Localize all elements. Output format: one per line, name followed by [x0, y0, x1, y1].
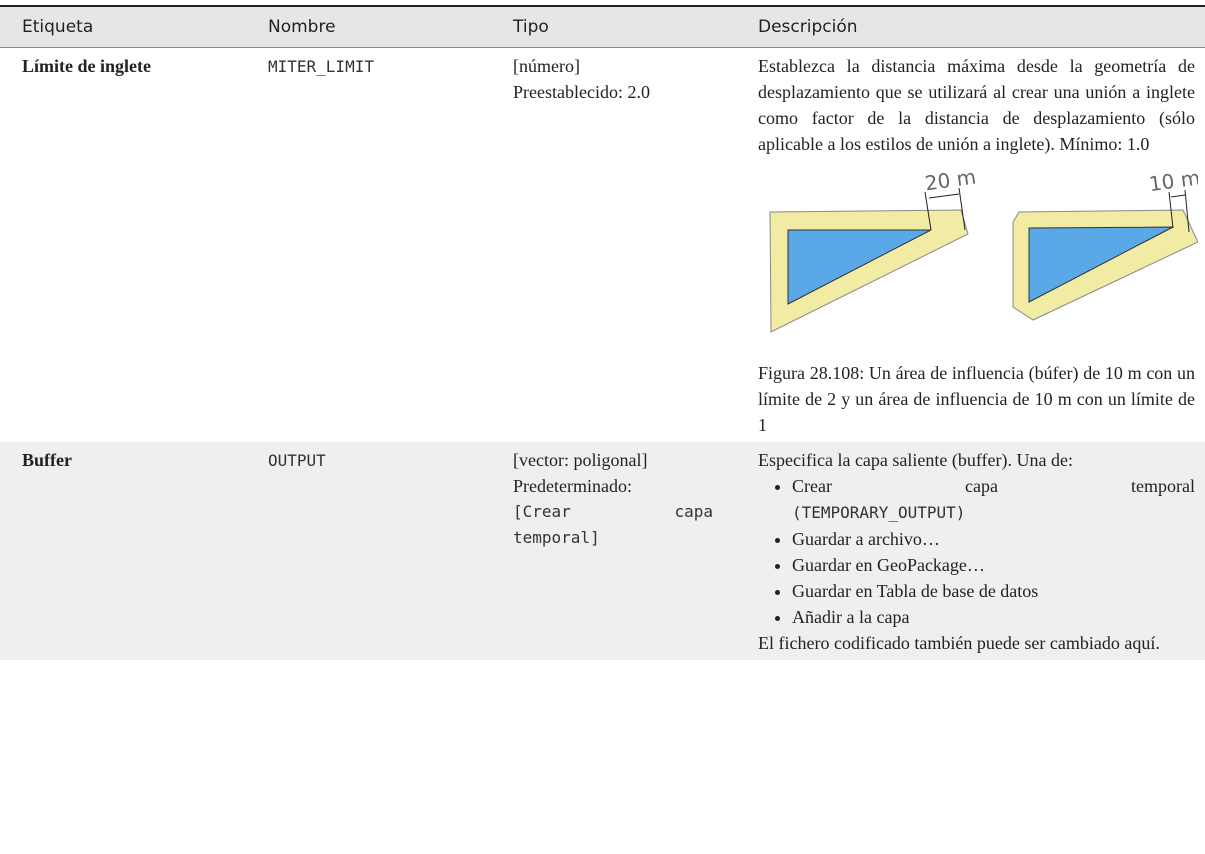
description: Especifica la capa saliente (buffer). Un… — [758, 450, 1073, 470]
header-cell: Etiqueta — [0, 5, 240, 48]
type: [número] — [513, 56, 580, 76]
name: OUTPUT — [268, 451, 326, 470]
type-cell: [número] Preestablecido: 2.0 — [485, 48, 730, 443]
figure-label: 10 m — [1147, 165, 1198, 196]
option-list: Crear capa temporal (TEMPORARY_OUTPUT) Gu… — [758, 473, 1195, 630]
polygon-shape — [1028, 226, 1174, 303]
parameter-table: Etiqueta Nombre Tipo Descripción Límite … — [0, 5, 1205, 660]
default: Preestablecido: 2.0 — [513, 82, 650, 102]
option-text: Crear capa temporal — [792, 476, 1195, 496]
header-cell: Nombre — [240, 5, 485, 48]
name-cell: OUTPUT — [240, 442, 485, 660]
type: [vector: poligonal] — [513, 450, 648, 470]
figure: 20 m 10 m — [769, 164, 1202, 333]
dimension-line — [928, 193, 960, 199]
dimension-line — [1168, 191, 1174, 229]
dimension-line — [1170, 194, 1186, 198]
option-code: (TEMPORARY_OUTPUT) — [792, 503, 966, 522]
figure-label: 20 m — [923, 164, 977, 195]
dimension-line — [1184, 189, 1190, 233]
figure-caption: Figura 28.108: Un área de influencia (bú… — [758, 363, 1195, 435]
header-row: Etiqueta Nombre Tipo Descripción — [0, 5, 1205, 48]
name-cell: MITER_LIMIT — [240, 48, 485, 443]
option: Guardar en GeoPackage… — [792, 552, 1195, 578]
header-cell: Descripción — [730, 5, 1205, 48]
label-cell: Límite de inglete — [0, 48, 240, 443]
label: Buffer — [22, 450, 72, 470]
label: Límite de inglete — [22, 56, 151, 76]
description-cell: Especifica la capa saliente (buffer). Un… — [730, 442, 1205, 660]
header-cell: Tipo — [485, 5, 730, 48]
option: Añadir a la capa — [792, 604, 1195, 630]
type-cell: [vector: poligonal] Predeterminado: [Crear… — [485, 442, 730, 660]
default: [Crear capa temporal] — [513, 502, 713, 547]
row: Límite de inglete MITER_LIMIT [número] Pr… — [0, 48, 1205, 443]
option: Guardar a archivo… — [792, 526, 1195, 552]
note: El fichero codificado también puede ser … — [758, 633, 1160, 653]
dimension-line — [924, 191, 932, 231]
dimension-line — [958, 187, 966, 231]
polygon-shape — [787, 229, 932, 305]
option: Guardar en Tabla de base de datos — [792, 578, 1195, 604]
label-cell: Buffer — [0, 442, 240, 660]
description-cell: Establezca la distancia máxima desde la … — [730, 48, 1205, 443]
row: Buffer OUTPUT [vector: poligonal] Predete… — [0, 442, 1205, 660]
default-label: Predeterminado: — [513, 476, 632, 496]
description: Establezca la distancia máxima desde la … — [758, 56, 1195, 154]
option: Crear capa temporal (TEMPORARY_OUTPUT) — [792, 473, 1195, 526]
name: MITER_LIMIT — [268, 57, 374, 76]
